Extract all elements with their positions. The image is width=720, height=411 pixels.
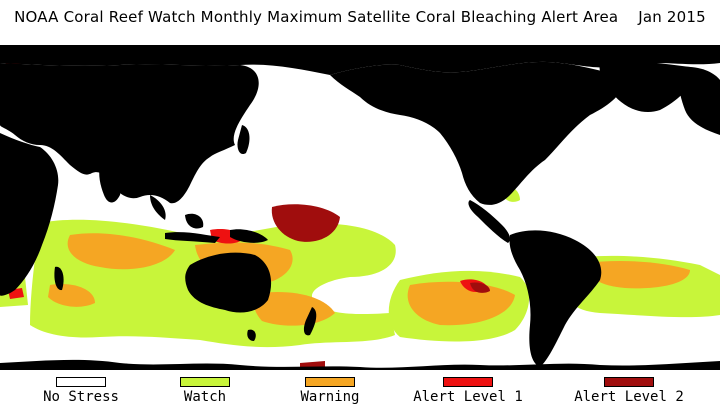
- map-title: NOAA Coral Reef Watch Monthly Maximum Sa…: [14, 8, 706, 26]
- legend-label-warning: Warning: [300, 389, 360, 405]
- arctic-land: [0, 45, 720, 75]
- new-guinea: [230, 229, 268, 243]
- new-zealand: [303, 307, 317, 336]
- north-america: [330, 61, 623, 205]
- legend-label-watch: Watch: [183, 389, 227, 405]
- madagascar: [54, 266, 64, 291]
- central-america: [468, 200, 510, 243]
- antarctica: [0, 359, 720, 370]
- borneo: [185, 213, 204, 229]
- legend-label-alert-level-1: Alert Level 1: [413, 389, 523, 405]
- legend-swatch-alert-level-1: [443, 377, 493, 387]
- bleaching-alert-map: [0, 45, 720, 370]
- legend-swatch-no-stress: [56, 377, 106, 387]
- legend-swatch-watch: [180, 377, 230, 387]
- land-masses: [0, 45, 720, 370]
- legend-label-no-stress: No Stress: [43, 389, 119, 405]
- africa: [0, 133, 59, 296]
- indonesia: [165, 232, 220, 243]
- legend-swatch-warning: [305, 377, 355, 387]
- south-america: [509, 230, 602, 367]
- tasmania: [247, 329, 256, 341]
- australia: [185, 252, 272, 313]
- southeast-asia: [150, 195, 166, 220]
- japan: [237, 125, 250, 155]
- eurasia: [0, 63, 259, 204]
- legend-swatch-alert-level-2: [604, 377, 654, 387]
- greenland: [599, 61, 693, 113]
- europe-west: [678, 66, 720, 135]
- india: [99, 164, 122, 203]
- legend-label-alert-level-2: Alert Level 2: [574, 389, 684, 405]
